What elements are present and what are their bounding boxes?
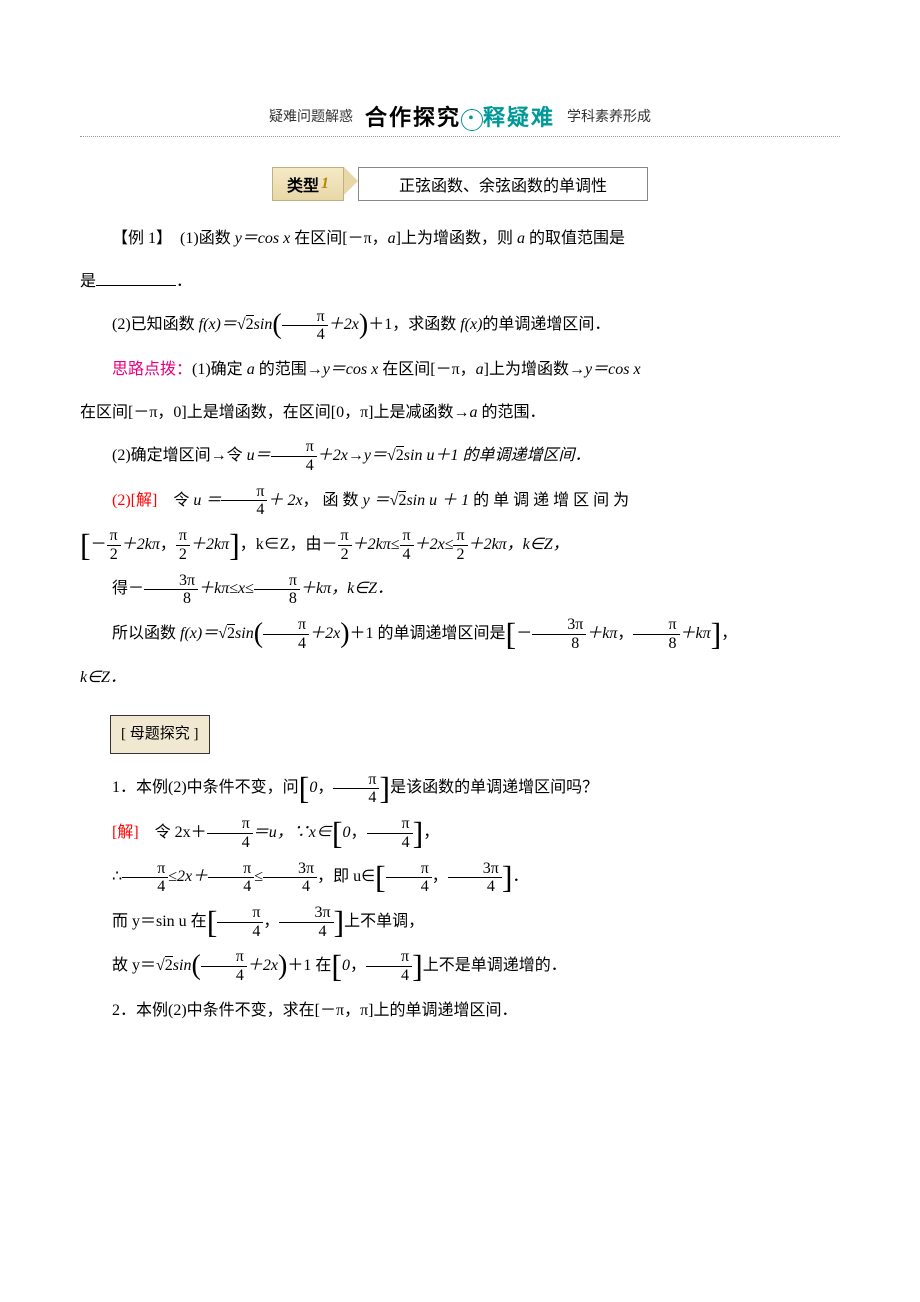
hint-line-3: (2)确定增区间→令 u＝π4＋2x→y＝√2sin u＋1 的单调递增区间． [80,438,840,474]
explore-sol-4: 故 y＝√2sin(π4＋2x)＋1 在[0，π4]上不是单调递增的． [80,948,840,984]
hint-label: 思路点拨： [112,361,192,378]
explore-q1: 1．本例(2)中条件不变，问[0，π4]是该函数的单调递增区间吗？ [80,770,840,806]
arrow-icon [344,167,358,195]
explore-sol-2: ∴π4≤2x＋π4≤3π4，即 u∈[π4，3π4]． [80,859,840,895]
solution-label-2: [解] [112,824,139,841]
banner-right-caption: 学科素养形成 [567,106,651,126]
solution-label: (2)[解] [112,492,157,509]
sqrt-2: √2 [237,315,254,333]
explore-q2: 2．本例(2)中条件不变，求在[－π，π]上的单调递增区间． [80,993,840,1028]
banner-main-title: 合作探究•释疑难 [365,100,555,132]
solution-line-4: 所以函数 f(x)＝√2sin(π4＋2x)＋1 的单调递增区间是[－3π8＋k… [80,616,840,652]
section-banner: 疑难问题解惑 合作探究•释疑难 学科素养形成 [80,100,840,137]
solution-line-2: [－π2＋2kπ，π2＋2kπ]，k∈Z，由－π2＋2kπ≤π4＋2x≤π2＋2… [80,527,840,563]
hint-line-1: 思路点拨：(1)确定 a 的范围→y＝cos x 在区间[－π，a]上为增函数→… [80,352,840,387]
hint-line-2: 在区间[－π，0]上是增函数，在区间[0，π]上是减函数→a 的范围． [80,395,840,430]
example-1-blank-line: 是． [80,264,840,299]
solution-kz: k∈Z． [80,660,840,695]
type-label: 类型1 [272,167,344,201]
explore-sol-1: [解] 令 2x＋π4＝u，∵x∈[0，π4]， [80,815,840,851]
solution-line-3: 得－3π8＋kπ≤x≤π8＋kπ，k∈Z． [80,571,840,607]
type-title: 正弦函数、余弦函数的单调性 [358,167,648,201]
explore-box-label: [ 母题探究 ] [110,715,210,754]
explore-sol-3: 而 y＝sin u 在[π4，3π4]上不单调， [80,904,840,940]
example-1-part-2: (2)已知函数 f(x)＝√2sin(π4＋2x)＋1，求函数 f(x)的单调递… [80,307,840,343]
divider [80,136,840,137]
fill-blank [96,269,176,286]
banner-left-caption: 疑难问题解惑 [269,106,353,126]
solution-line-1: (2)[解] 令 u ＝π4＋ 2x， 函 数 y ＝√2sin u ＋ 1 的… [80,483,840,519]
type-heading: 类型1 正弦函数、余弦函数的单调性 [80,167,840,201]
example-1-part-1: 【例 1】 (1)函数 y＝cos x 在区间[－π，a]上为增函数，则 a 的… [80,221,840,256]
explore-section: [ 母题探究 ] [80,703,840,762]
